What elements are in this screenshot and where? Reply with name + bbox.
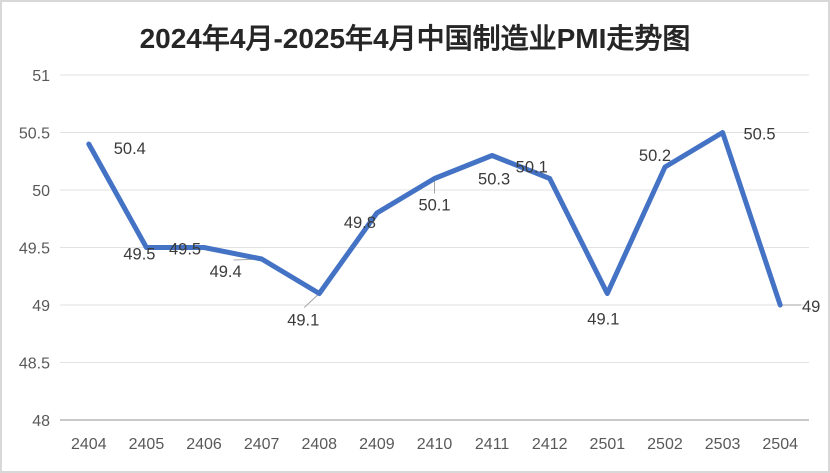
chart-title: 2024年4月-2025年4月中国制造业PMI走势图: [139, 23, 691, 54]
y-axis-tick-label: 48: [32, 413, 50, 430]
y-axis-tick-label: 49: [32, 298, 50, 315]
data-label: 49.1: [287, 312, 319, 330]
data-label: 50.1: [516, 159, 548, 177]
data-label: 49.1: [587, 311, 619, 329]
data-label: 49.5: [123, 246, 155, 264]
x-axis-tick-label: 2504: [762, 436, 798, 453]
data-label: 49.4: [210, 263, 242, 281]
x-axis-tick-label: 2405: [129, 436, 165, 453]
data-label: 50.4: [114, 140, 146, 158]
data-label: 49.5: [169, 241, 201, 259]
data-label: 49.8: [344, 214, 376, 232]
data-label: 50.5: [744, 126, 776, 144]
x-axis-tick-label: 2502: [647, 436, 683, 453]
x-axis-tick-label: 2503: [705, 436, 741, 453]
y-axis-tick-label: 51: [32, 68, 50, 85]
y-axis-tick-label: 49.5: [19, 241, 50, 258]
label-leader-line: [303, 293, 320, 308]
x-axis-tick-label: 2411: [475, 436, 510, 453]
y-axis-tick-label: 50: [32, 183, 50, 200]
x-axis-tick-label: 2412: [532, 436, 568, 453]
data-label: 50.2: [639, 147, 671, 165]
y-axis-tick-label: 48.5: [19, 356, 50, 373]
x-axis-tick-label: 2408: [301, 436, 337, 453]
data-label: 50.3: [478, 171, 510, 189]
x-axis-tick-label: 2501: [590, 436, 626, 453]
data-label: 50.1: [418, 197, 450, 215]
y-axis-tick-label: 50.5: [19, 126, 50, 143]
x-axis-tick-label: 2406: [186, 436, 222, 453]
x-axis-tick-label: 2404: [71, 436, 107, 453]
x-axis-tick-label: 2409: [359, 436, 395, 453]
x-axis-tick-label: 2410: [417, 436, 453, 453]
x-axis-tick-label: 2407: [244, 436, 280, 453]
pmi-trend-line: [86, 130, 783, 308]
data-label: 49: [802, 298, 820, 316]
